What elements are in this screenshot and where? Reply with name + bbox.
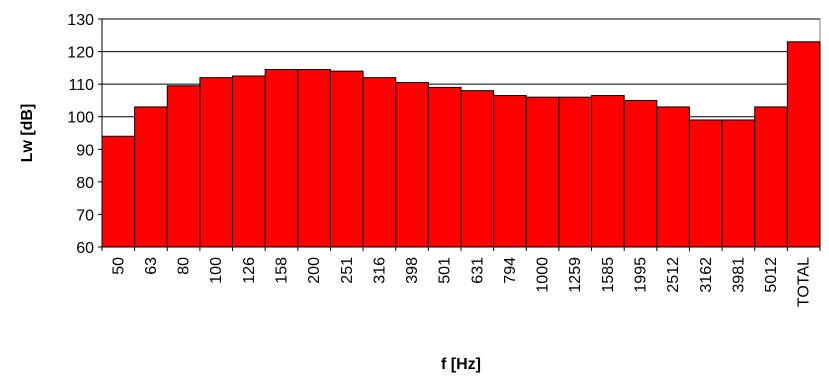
bar-126 [232,75,266,248]
y-tick-label: 60 [76,240,94,257]
bar-2512 [656,106,690,248]
x-tick-label: 398 [404,257,421,284]
bar-5012 [754,106,788,248]
bar-80 [166,85,201,248]
x-tick-label: 80 [176,257,193,275]
x-tick-label: 63 [143,257,160,275]
bar-398 [395,82,429,248]
x-tick-label: 200 [306,257,323,284]
x-axis-title: f [Hz] [441,356,481,373]
x-tick-label: 251 [339,257,356,284]
bar-1000 [525,96,560,248]
x-tick-label: 794 [502,257,519,284]
bar-total [786,41,821,248]
bar-1585 [591,95,625,248]
x-tick-label: 1000 [535,257,552,293]
x-tick-label: 3162 [698,257,715,293]
x-tick-label: 1995 [633,257,650,293]
x-tick-label: 316 [371,257,388,284]
x-tick-labels: 50 63 80 100 126 158 200 251 316 398 501 631 794 1000… [101,247,821,307]
y-tick-label: 90 [76,142,94,159]
x-tick-label: 631 [469,257,486,284]
bars [101,41,821,248]
x-tick-label: 126 [241,257,258,284]
y-tick-label: 110 [68,77,94,94]
bar-100 [199,77,234,248]
x-tick-label: 501 [437,257,454,284]
x-tick-label: 100 [208,257,225,284]
bar-631 [460,90,495,248]
bar-794 [493,95,527,248]
x-tick-label: 158 [274,257,291,284]
y-tick-label: 100 [67,110,94,127]
bar-1995 [623,99,658,248]
bar-3162 [688,119,723,248]
y-tick-label: 120 [67,45,94,62]
x-tick-label: 3981 [730,257,747,293]
x-tick-label: 1259 [567,257,584,293]
x-tick-label: TOTAL [796,257,813,307]
y-tick-label: 80 [76,175,94,192]
bar-316 [362,77,397,248]
bar-158 [264,68,299,248]
bar-501 [427,86,462,248]
bar-63 [134,106,168,248]
y-tick-labels: 60 70 80 90 100 110 120 130 [67,12,102,257]
bar-1259 [558,96,593,248]
x-tick-label: 5012 [763,257,780,293]
y-tick-label: 130 [67,12,94,29]
bar-251 [329,70,364,248]
bar-200 [297,68,331,248]
x-tick-label: 1585 [600,257,617,293]
y-tick-label: 70 [76,207,94,224]
bar-3981 [721,119,756,248]
x-tick-label: 50 [110,257,127,275]
bar-50 [101,135,136,248]
y-axis-title: Lw [dB] [19,104,36,163]
x-tick-label: 2512 [665,257,682,293]
